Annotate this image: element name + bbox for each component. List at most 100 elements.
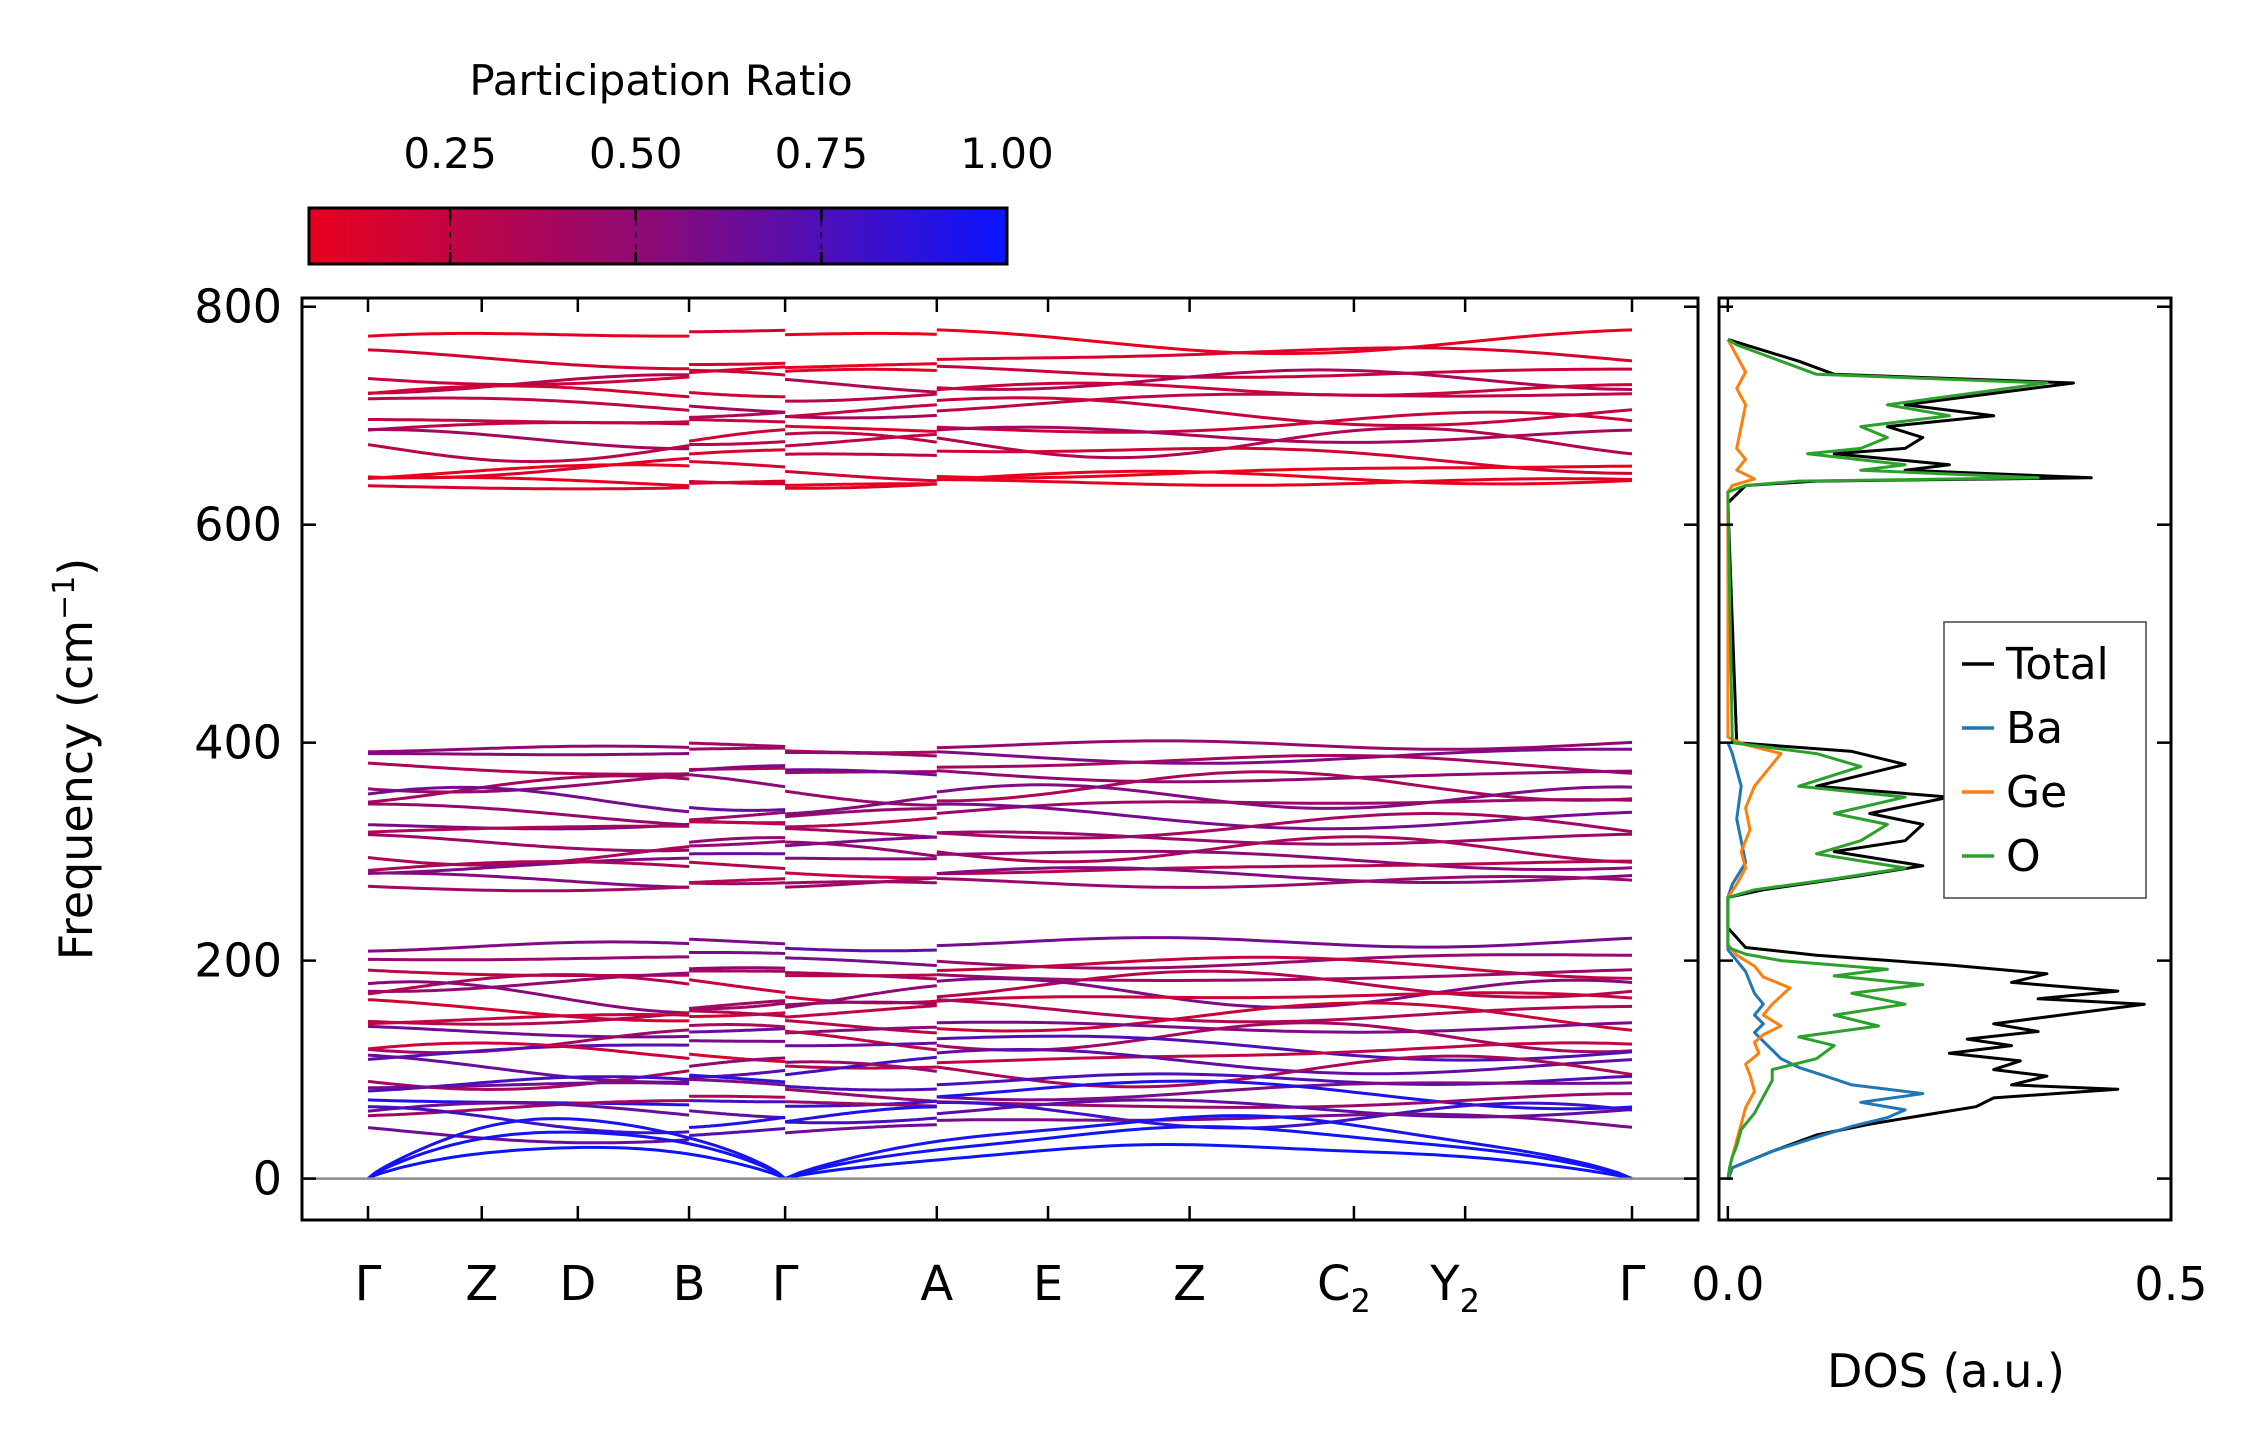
band-curve	[936, 849, 1633, 871]
dos-x-tick-label: 0.0	[1691, 1257, 1764, 1311]
band-curve	[936, 830, 1633, 846]
dos-curve-ge	[1726, 338, 1792, 1180]
band-curve	[785, 482, 937, 487]
band-y-tick-label: 600	[194, 498, 282, 552]
band-curve	[785, 413, 937, 420]
band-curve	[936, 410, 1633, 434]
band-curve	[785, 1060, 938, 1073]
band-curve	[689, 966, 786, 971]
band-curve	[936, 998, 1633, 1024]
band-curve	[367, 420, 690, 432]
band-curve	[367, 773, 690, 794]
band-curve	[689, 460, 786, 469]
band-curve	[785, 880, 937, 885]
band-curve	[936, 426, 1633, 460]
band-curve	[367, 744, 690, 754]
band-y-tick-label: 800	[194, 280, 282, 334]
band-curve	[367, 940, 690, 953]
band-curve	[936, 346, 1633, 363]
band-structure-panel: 0 200 400 600 800 Γ Z D B Γ A E Z C2 Y2 Γ Frequency (c…	[47, 280, 1700, 1320]
band-curve	[936, 1079, 1633, 1111]
band-curve	[785, 1116, 937, 1125]
band-curve	[689, 937, 786, 946]
band-curve	[784, 403, 937, 419]
band-curve	[936, 798, 1633, 815]
band-curve	[785, 956, 937, 968]
band-curve	[689, 773, 786, 789]
k-point-label: B	[673, 1256, 706, 1312]
band-curve	[688, 390, 786, 399]
band-curve	[689, 1094, 786, 1099]
band-curve	[689, 1027, 786, 1034]
band-curve	[688, 999, 786, 1010]
band-curve	[784, 807, 937, 819]
dos-legend: Total Ba Ge O	[1943, 621, 2147, 899]
k-point-label: C2	[1317, 1256, 1371, 1320]
band-curve	[936, 469, 1633, 486]
band-curve	[367, 443, 690, 464]
band-curve	[936, 1054, 1633, 1089]
band-curve	[367, 824, 690, 834]
band-curve	[688, 1109, 786, 1120]
k-point-label: Γ	[355, 1256, 382, 1312]
band-y-tick-label: 400	[194, 716, 282, 770]
acoustic-branch	[367, 1145, 786, 1180]
band-curve	[785, 362, 937, 370]
k-point-label: A	[920, 1256, 953, 1312]
band-curve	[367, 774, 690, 804]
band-curve	[785, 856, 937, 861]
band-curve	[367, 348, 690, 371]
dos-panel: 0.0 0.5 DOS (a.u.) Total Ba Ge O	[1691, 296, 2208, 1398]
band-curve	[936, 392, 1633, 413]
band-curve	[368, 871, 690, 889]
band-curve	[689, 1073, 786, 1084]
k-point-label: Z	[465, 1256, 498, 1312]
band-y-tick-label: 0	[253, 1152, 282, 1206]
band-curve	[689, 806, 786, 812]
band-curve	[689, 448, 786, 456]
acoustic-branch	[784, 1125, 1633, 1181]
band-curve	[689, 820, 786, 826]
band-curve	[367, 384, 690, 399]
band-curve	[689, 440, 786, 446]
band-curve	[688, 1056, 786, 1068]
band-curve	[368, 802, 690, 827]
band-curve	[936, 396, 1633, 428]
band-curve	[936, 968, 1633, 982]
band-curve	[367, 785, 690, 814]
band-curve	[785, 794, 937, 816]
colorbar-tick-label: 0.75	[775, 129, 869, 178]
band-k-path-axis: Γ Z D B Γ A E Z C2 Y2 Γ	[355, 298, 1646, 1320]
band-curve	[367, 1043, 690, 1061]
acoustic-branch	[367, 1117, 787, 1180]
band-curve	[936, 769, 1633, 784]
band-curve	[368, 955, 690, 962]
legend-label: Total	[2005, 639, 2109, 690]
band-curve	[689, 836, 786, 844]
band-y-axis-label: Frequency (cm−1)	[47, 558, 103, 961]
band-curve	[785, 482, 937, 490]
band-curve	[785, 768, 937, 777]
band-curve	[785, 1000, 937, 1007]
colorbar-label: Participation Ratio	[469, 56, 852, 105]
band-curve	[785, 751, 937, 758]
band-curve	[936, 1081, 1633, 1102]
band-curve	[785, 367, 937, 373]
band-curve	[689, 860, 786, 870]
band-curve	[688, 764, 786, 772]
band-curve	[689, 1077, 786, 1087]
colorbar-ticks: 0.25 0.50 0.75 1.00	[403, 129, 1054, 264]
band-curve	[785, 424, 937, 433]
band-curve	[784, 1055, 937, 1077]
band-curve	[785, 431, 938, 444]
band-curve	[368, 752, 690, 757]
band-curve	[784, 469, 937, 483]
band-curve	[689, 479, 786, 485]
band-curve	[785, 1100, 937, 1108]
band-curve	[689, 1023, 786, 1029]
band-curve	[368, 1081, 690, 1090]
band-curve	[785, 827, 937, 839]
dos-axes: 0.0 0.5	[1691, 298, 2208, 1311]
band-curve	[367, 373, 690, 395]
